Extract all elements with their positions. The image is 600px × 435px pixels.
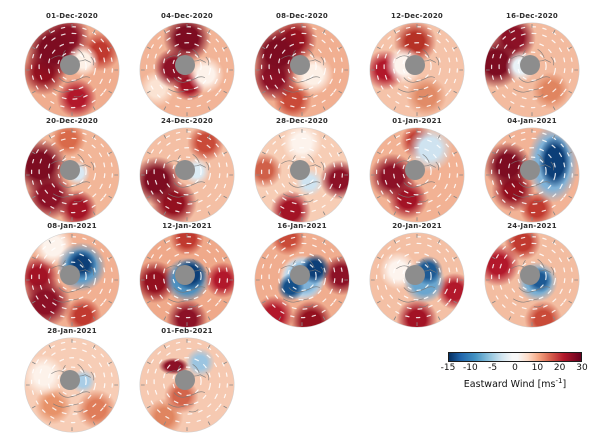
map-panel: 01-Dec-2020 bbox=[25, 12, 119, 117]
panel-date: 08-Jan-2021 bbox=[47, 222, 97, 230]
colorbar-tick: -15 bbox=[440, 363, 456, 373]
pole-mask bbox=[60, 265, 81, 286]
polar-wind-map bbox=[485, 23, 579, 117]
panel-date: 24-Dec-2020 bbox=[161, 117, 213, 125]
panel-date: 16-Jan-2021 bbox=[277, 222, 327, 230]
polar-wind-map bbox=[255, 128, 349, 222]
polar-wind-map bbox=[140, 128, 234, 222]
pole-mask bbox=[175, 160, 196, 181]
panel-date: 24-Jan-2021 bbox=[507, 222, 557, 230]
panel-date: 16-Dec-2020 bbox=[506, 12, 558, 20]
panel-date: 28-Jan-2021 bbox=[47, 327, 97, 335]
map-panel: 01-Jan-2021 bbox=[370, 117, 464, 222]
colorbar-tick: 20 bbox=[553, 363, 566, 373]
colorbar-tick: -5 bbox=[488, 363, 498, 373]
colorbar-label-bracket: ] bbox=[562, 379, 567, 391]
colorbar-ticks: -15 -10 -5 0 10 20 30 bbox=[441, 363, 588, 375]
map-panel: 08-Jan-2021 bbox=[25, 222, 119, 327]
polar-wind-map bbox=[25, 338, 119, 432]
panel-date: 01-Feb-2021 bbox=[161, 327, 213, 335]
map-panel: 16-Jan-2021 bbox=[255, 222, 349, 327]
pole-mask bbox=[175, 55, 196, 76]
panel-date: 12-Dec-2020 bbox=[391, 12, 443, 20]
panel-date: 20-Dec-2020 bbox=[46, 117, 98, 125]
pole-mask bbox=[60, 160, 81, 181]
pole-mask bbox=[290, 160, 311, 181]
pole-mask bbox=[60, 370, 81, 391]
polar-wind-map bbox=[485, 128, 579, 222]
map-panel: 24-Jan-2021 bbox=[485, 222, 579, 327]
map-panel: 12-Jan-2021 bbox=[140, 222, 234, 327]
map-panel: 01-Feb-2021 bbox=[140, 327, 234, 432]
panel-date: 08-Dec-2020 bbox=[276, 12, 328, 20]
map-panel: 12-Dec-2020 bbox=[370, 12, 464, 117]
colorbar-label-text: Eastward Wind [ms bbox=[463, 379, 556, 391]
panel-row-2: 20-Dec-2020 24-Dec-2020 28-Dec-2020 01-J… bbox=[25, 117, 579, 222]
polar-wind-map bbox=[255, 233, 349, 327]
pole-mask bbox=[60, 55, 81, 76]
map-panel: 28-Jan-2021 bbox=[25, 327, 119, 432]
polar-wind-map bbox=[370, 128, 464, 222]
map-panel: 16-Dec-2020 bbox=[485, 12, 579, 117]
pole-mask bbox=[520, 160, 541, 181]
panel-row-1: 01-Dec-2020 04-Dec-2020 08-Dec-2020 12-D… bbox=[25, 12, 579, 117]
panel-row-3: 08-Jan-2021 12-Jan-2021 16-Jan-2021 20-J… bbox=[25, 222, 579, 327]
map-panel: 20-Jan-2021 bbox=[370, 222, 464, 327]
colorbar: -15 -10 -5 0 10 20 30 Eastward Wind [ms-… bbox=[440, 352, 590, 390]
pole-mask bbox=[175, 265, 196, 286]
colorbar-gradient bbox=[448, 352, 582, 362]
map-panel: 28-Dec-2020 bbox=[255, 117, 349, 222]
pole-mask bbox=[290, 265, 311, 286]
polar-wind-map bbox=[25, 23, 119, 117]
polar-wind-map bbox=[25, 233, 119, 327]
colorbar-tick: 0 bbox=[512, 363, 518, 373]
panel-date: 20-Jan-2021 bbox=[392, 222, 442, 230]
colorbar-tick: -10 bbox=[462, 363, 478, 373]
polar-wind-map bbox=[140, 338, 234, 432]
polar-wind-map bbox=[140, 23, 234, 117]
polar-wind-map bbox=[255, 23, 349, 117]
polar-wind-map bbox=[140, 233, 234, 327]
pole-mask bbox=[405, 55, 426, 76]
panel-row-4: 28-Jan-2021 01-Feb-2021 bbox=[25, 327, 234, 432]
pole-mask bbox=[520, 265, 541, 286]
pole-mask bbox=[175, 370, 196, 391]
polar-wind-map bbox=[370, 233, 464, 327]
map-panel: 08-Dec-2020 bbox=[255, 12, 349, 117]
colorbar-label: Eastward Wind [ms-1] bbox=[440, 377, 590, 390]
panel-date: 12-Jan-2021 bbox=[162, 222, 212, 230]
polar-wind-map bbox=[370, 23, 464, 117]
panel-date: 04-Jan-2021 bbox=[507, 117, 557, 125]
colorbar-label-superscript: -1 bbox=[555, 377, 563, 385]
panel-date: 01-Jan-2021 bbox=[392, 117, 442, 125]
pole-mask bbox=[405, 265, 426, 286]
polar-wind-map bbox=[485, 233, 579, 327]
map-panel: 04-Dec-2020 bbox=[140, 12, 234, 117]
pole-mask bbox=[405, 160, 426, 181]
panel-date: 01-Dec-2020 bbox=[46, 12, 98, 20]
polar-wind-map bbox=[25, 128, 119, 222]
map-panel: 20-Dec-2020 bbox=[25, 117, 119, 222]
colorbar-tick: 30 bbox=[576, 363, 588, 373]
pole-mask bbox=[290, 55, 311, 76]
pole-mask bbox=[520, 55, 541, 76]
map-panel: 04-Jan-2021 bbox=[485, 117, 579, 222]
colorbar-tick: 10 bbox=[531, 363, 544, 373]
panel-date: 28-Dec-2020 bbox=[276, 117, 328, 125]
panel-date: 04-Dec-2020 bbox=[161, 12, 213, 20]
map-panel: 24-Dec-2020 bbox=[140, 117, 234, 222]
